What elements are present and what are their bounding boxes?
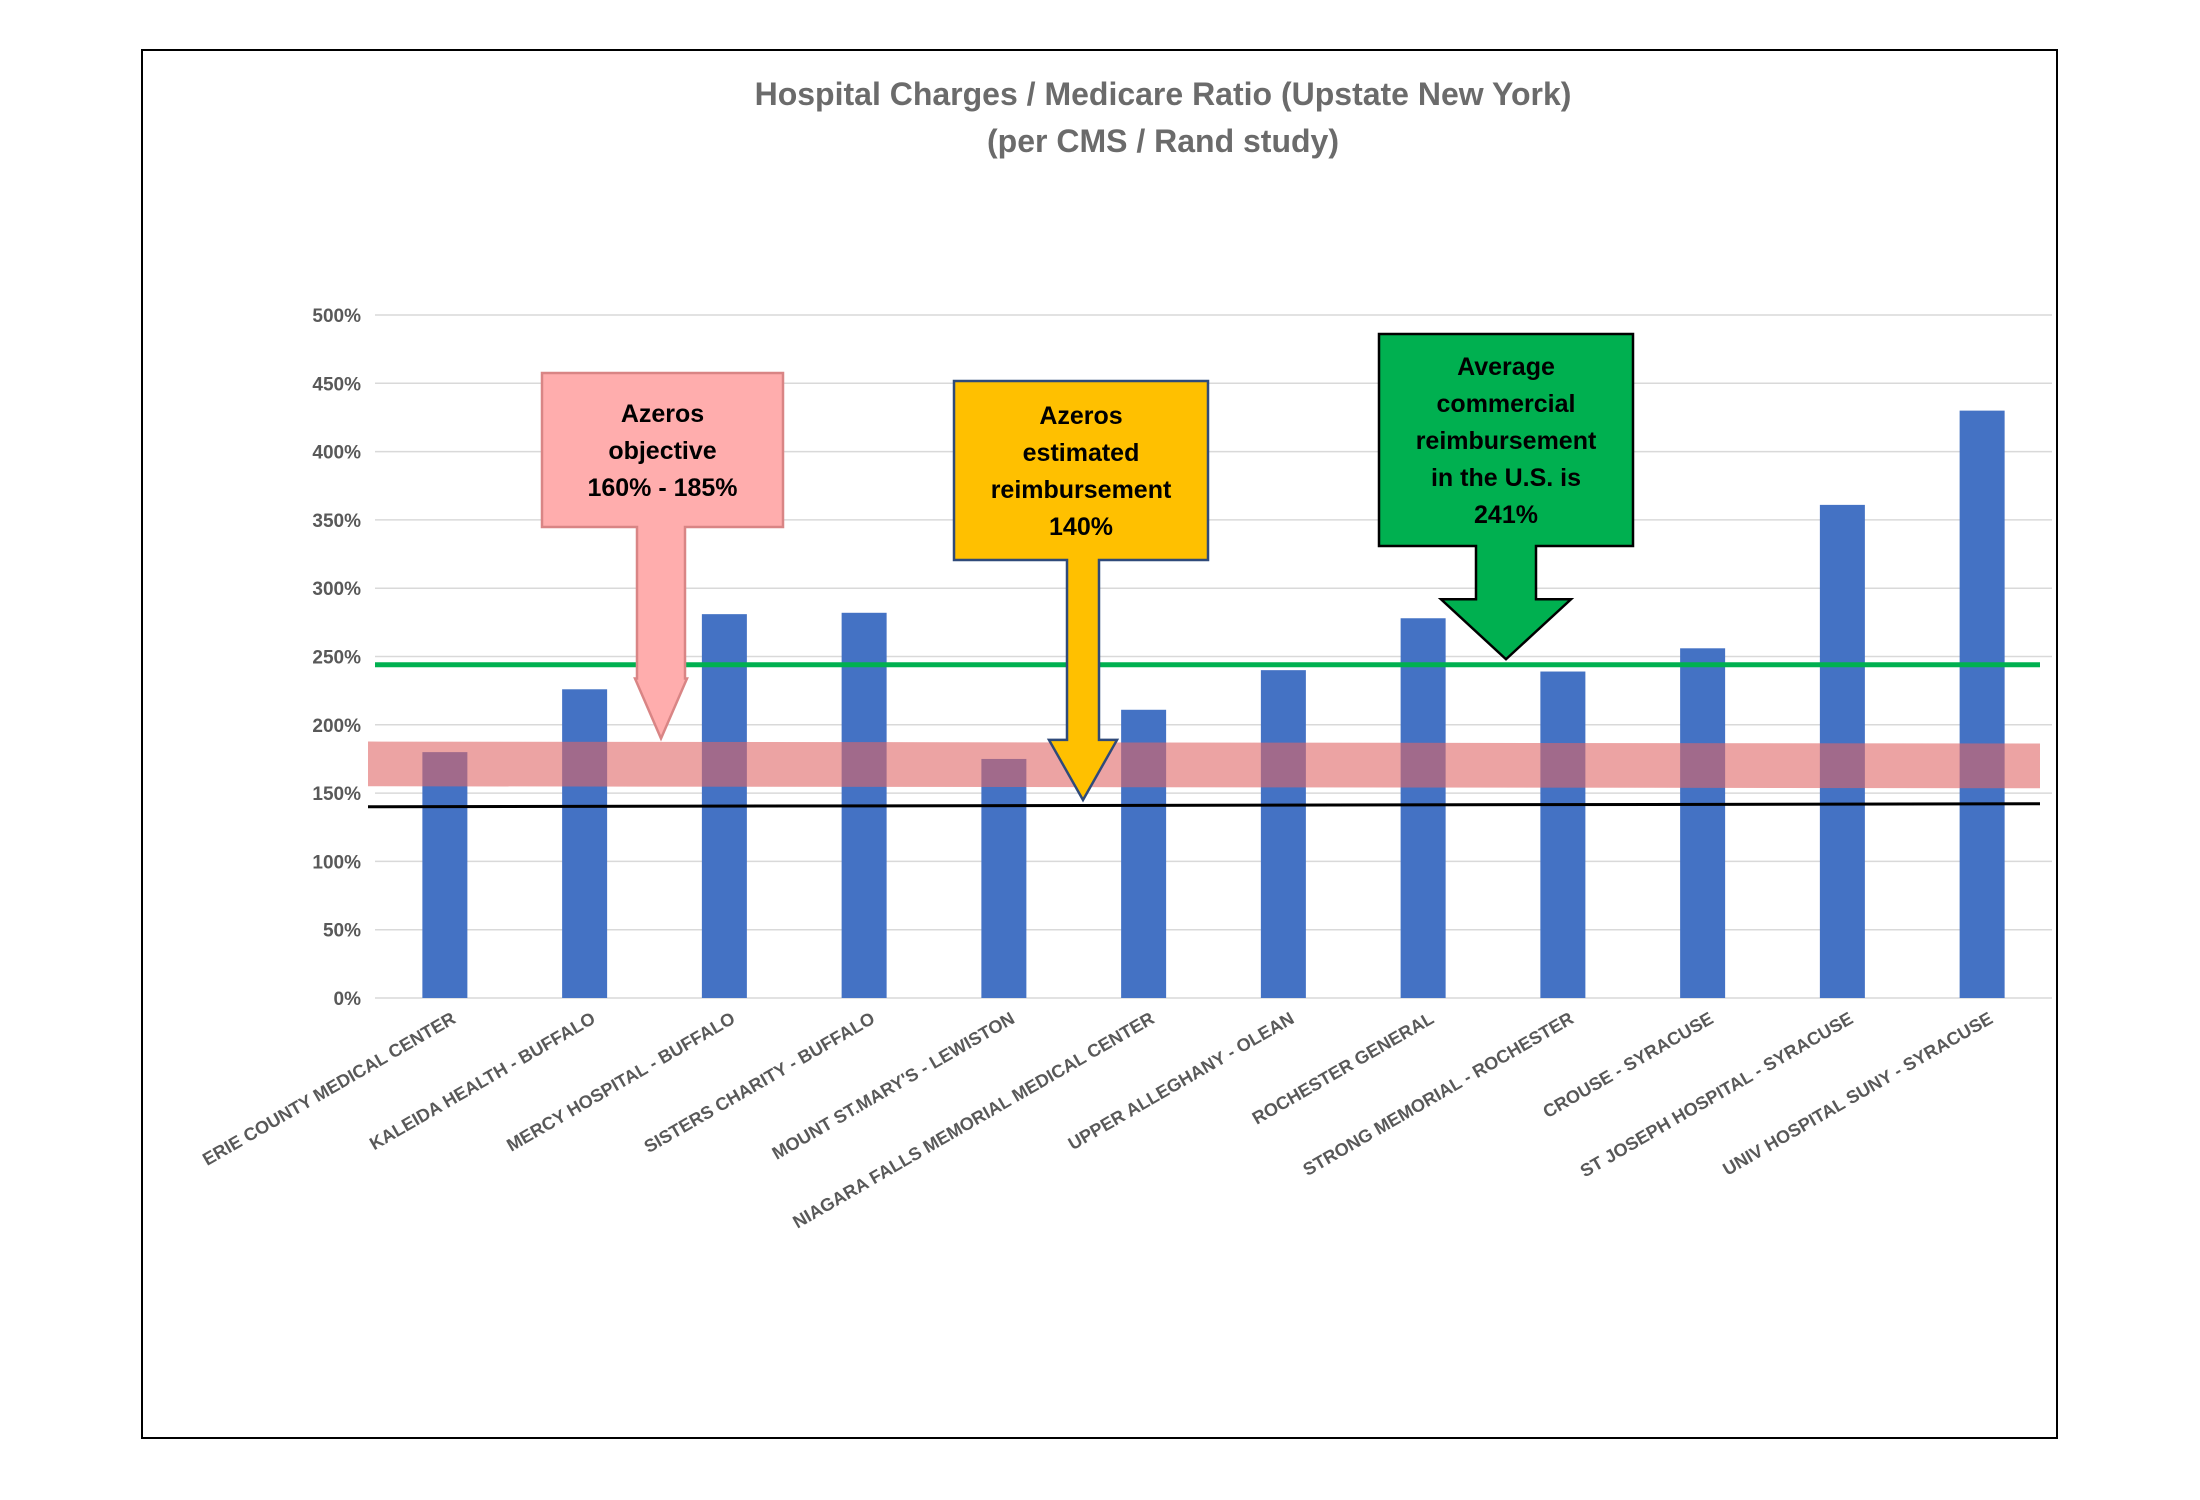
x-tick-label: ST JOSEPH HOSPITAL - SYRACUSE bbox=[1577, 1008, 1857, 1181]
chart-title: Hospital Charges / Medicare Ratio (Upsta… bbox=[755, 76, 1572, 112]
y-tick-label: 100% bbox=[312, 852, 361, 873]
callout-text: commercial bbox=[1437, 390, 1576, 418]
bar bbox=[1400, 618, 1446, 998]
callout-text: Azeros bbox=[621, 400, 704, 428]
bar bbox=[981, 758, 1027, 998]
y-tick-label: 500% bbox=[312, 306, 361, 327]
callout-text: 241% bbox=[1474, 501, 1538, 529]
x-tick-label: ERIE COUNTY MEDICAL CENTER bbox=[199, 1008, 459, 1170]
x-tick-label: STRONG MEMORIAL - ROCHESTER bbox=[1300, 1008, 1577, 1180]
callout-text: Azeros bbox=[1039, 402, 1122, 430]
callouts: Azeros objective 160% - 185% Azeros estimate… bbox=[540, 332, 1635, 803]
bar bbox=[1260, 670, 1306, 998]
reference-lines bbox=[367, 662, 2041, 809]
y-tick-label: 450% bbox=[312, 374, 361, 395]
bar bbox=[1959, 410, 2005, 998]
bar bbox=[562, 689, 608, 998]
bar bbox=[1680, 648, 1726, 998]
callout-text: reimbursement bbox=[1416, 427, 1597, 455]
y-tick-label: 150% bbox=[312, 784, 361, 805]
chart-frame bbox=[141, 49, 2058, 1439]
callout-box bbox=[1377, 332, 1635, 661]
y-tick-label: 400% bbox=[312, 443, 361, 464]
y-tick-label: 0% bbox=[334, 989, 362, 1010]
objective-band bbox=[368, 741, 2040, 789]
x-tick-label: UNIV HOSPITAL SUNY - SYRACUSE bbox=[1719, 1008, 1996, 1179]
x-tick-label: UPPER ALLEGHANY - OLEAN bbox=[1065, 1008, 1298, 1154]
y-axis-ticks: 0% 50% 100% 150% 200% 250% 300% 350% 400% 450% 500… bbox=[312, 306, 361, 1010]
callout-text: 140% bbox=[1049, 513, 1113, 541]
callout-text: Average bbox=[1457, 353, 1555, 381]
callout-text: reimbursement bbox=[991, 476, 1172, 504]
estimated-reimbursement-line bbox=[367, 802, 2041, 809]
x-tick-label: SISTERS CHARITY - BUFFALO bbox=[641, 1008, 878, 1157]
y-tick-label: 250% bbox=[312, 648, 361, 669]
callout-box bbox=[952, 379, 1210, 803]
callout-text: estimated bbox=[1023, 439, 1140, 467]
bar bbox=[1540, 671, 1586, 998]
y-tick-label: 350% bbox=[312, 511, 361, 532]
y-tick-label: 50% bbox=[323, 921, 361, 942]
x-tick-label: KALEIDA HEALTH - BUFFALO bbox=[366, 1008, 599, 1154]
callout-text: in the U.S. is bbox=[1431, 464, 1581, 492]
y-tick-label: 300% bbox=[312, 579, 361, 600]
x-tick-label: MERCY HOSPITAL - BUFFALO bbox=[503, 1008, 738, 1155]
chart-subtitle: (per CMS / Rand study) bbox=[987, 123, 1339, 159]
callout-text: 160% - 185% bbox=[587, 474, 737, 502]
bar bbox=[422, 752, 468, 998]
callout-text: objective bbox=[608, 437, 716, 465]
y-tick-label: 200% bbox=[312, 716, 361, 737]
callout-box bbox=[540, 371, 785, 742]
x-tick-label: MOUNT ST.MARY'S - LEWISTON bbox=[769, 1008, 1018, 1163]
